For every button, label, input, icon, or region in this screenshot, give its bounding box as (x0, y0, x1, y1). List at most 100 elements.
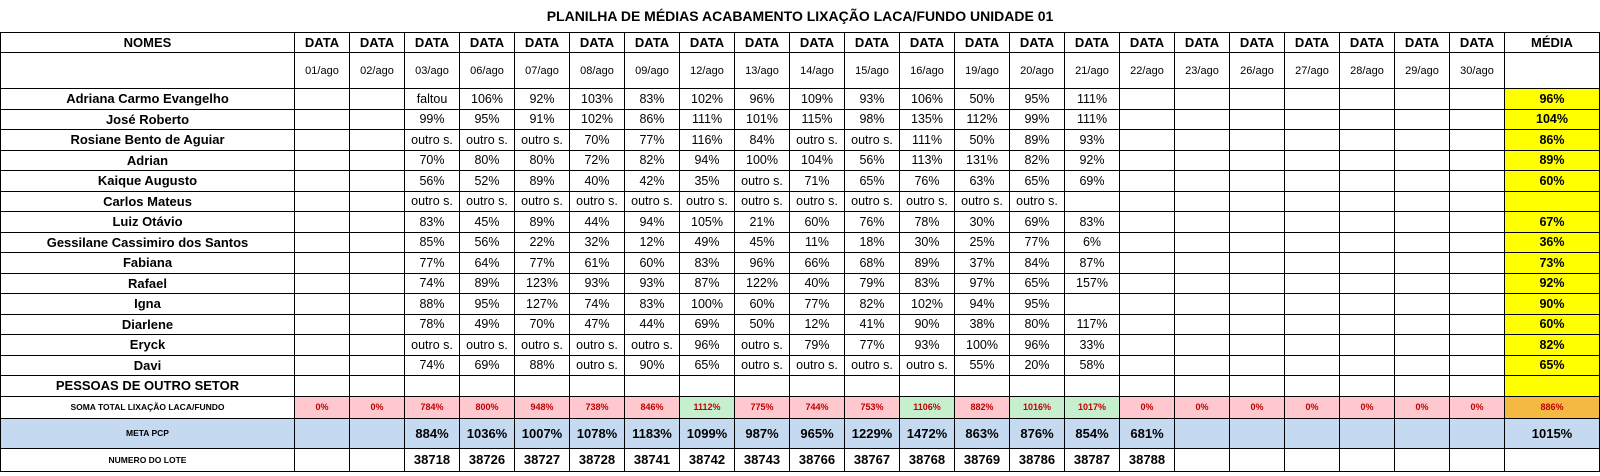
value-cell[interactable] (1064, 375, 1120, 397)
value-cell[interactable]: outro s. (404, 334, 460, 356)
value-cell[interactable]: 113% (899, 149, 955, 171)
value-cell[interactable]: 85% (404, 231, 460, 253)
value-cell[interactable]: 84% (1009, 252, 1065, 274)
value-cell[interactable] (349, 211, 405, 233)
value-cell[interactable]: 50% (734, 313, 790, 335)
soma-value-cell[interactable]: 0% (1339, 395, 1395, 419)
value-cell[interactable]: 102% (679, 88, 735, 110)
value-cell[interactable] (294, 313, 350, 335)
value-cell[interactable] (1174, 313, 1230, 335)
value-cell[interactable]: 45% (459, 211, 515, 233)
empty-cell[interactable] (1504, 52, 1600, 89)
employee-name-cell[interactable]: Igna (0, 293, 295, 315)
meta-value-cell[interactable] (349, 417, 405, 449)
value-cell[interactable] (1174, 149, 1230, 171)
value-cell[interactable]: 111% (1064, 88, 1120, 110)
value-cell[interactable] (1229, 272, 1285, 294)
value-cell[interactable] (1284, 272, 1340, 294)
value-cell[interactable] (1284, 334, 1340, 356)
value-cell[interactable]: 112% (954, 108, 1010, 130)
value-cell[interactable]: 79% (789, 334, 845, 356)
lote-value-cell[interactable]: 38766 (789, 447, 845, 472)
value-cell[interactable] (1394, 170, 1450, 192)
value-cell[interactable]: 69% (1009, 211, 1065, 233)
value-cell[interactable] (734, 375, 790, 397)
value-cell[interactable]: 93% (569, 272, 625, 294)
value-cell[interactable] (1119, 293, 1175, 315)
value-cell[interactable] (1449, 313, 1505, 335)
value-cell[interactable]: 93% (899, 334, 955, 356)
employee-name-cell[interactable]: PESSOAS DE OUTRO SETOR (0, 375, 295, 397)
value-cell[interactable]: 69% (1064, 170, 1120, 192)
meta-value-cell[interactable]: 854% (1064, 417, 1120, 449)
value-cell[interactable] (1394, 272, 1450, 294)
value-cell[interactable]: 78% (404, 313, 460, 335)
average-cell[interactable]: 73% (1504, 252, 1600, 274)
value-cell[interactable]: 89% (514, 170, 570, 192)
meta-value-cell[interactable]: 1007% (514, 417, 570, 449)
date-cell[interactable]: 14/ago (789, 52, 845, 89)
value-cell[interactable]: outro s. (459, 334, 515, 356)
employee-name-cell[interactable]: Kaique Augusto (0, 170, 295, 192)
lote-value-cell[interactable]: 38767 (844, 447, 900, 472)
value-cell[interactable]: 98% (844, 108, 900, 130)
value-cell[interactable] (1174, 170, 1230, 192)
value-cell[interactable]: 95% (1009, 293, 1065, 315)
value-cell[interactable] (1174, 88, 1230, 110)
value-cell[interactable]: 89% (1009, 129, 1065, 151)
value-cell[interactable]: outro s. (679, 190, 735, 212)
value-cell[interactable] (349, 170, 405, 192)
value-cell[interactable]: 82% (844, 293, 900, 315)
meta-value-cell[interactable] (1284, 417, 1340, 449)
value-cell[interactable] (1339, 190, 1395, 212)
data-header-cell[interactable]: DATA (1394, 32, 1450, 53)
lote-value-cell[interactable]: 38742 (679, 447, 735, 472)
meta-value-cell[interactable] (294, 417, 350, 449)
value-cell[interactable] (1394, 354, 1450, 376)
value-cell[interactable] (1229, 293, 1285, 315)
meta-value-cell[interactable]: 876% (1009, 417, 1065, 449)
value-cell[interactable]: 32% (569, 231, 625, 253)
value-cell[interactable] (349, 354, 405, 376)
value-cell[interactable]: 83% (624, 88, 680, 110)
value-cell[interactable] (1119, 375, 1175, 397)
lote-value-cell[interactable]: 38769 (954, 447, 1010, 472)
value-cell[interactable] (1064, 190, 1120, 212)
employee-name-cell[interactable]: Eryck (0, 334, 295, 356)
data-header-cell[interactable]: DATA (844, 32, 900, 53)
value-cell[interactable]: 99% (1009, 108, 1065, 130)
soma-value-cell[interactable]: 784% (404, 395, 460, 419)
value-cell[interactable]: 70% (514, 313, 570, 335)
value-cell[interactable]: 84% (734, 129, 790, 151)
value-cell[interactable]: 47% (569, 313, 625, 335)
value-cell[interactable]: 50% (954, 129, 1010, 151)
date-cell[interactable]: 13/ago (734, 52, 790, 89)
media-header-cell[interactable]: MÉDIA (1504, 32, 1600, 53)
value-cell[interactable]: 22% (514, 231, 570, 253)
value-cell[interactable] (1394, 231, 1450, 253)
value-cell[interactable]: 96% (679, 334, 735, 356)
value-cell[interactable]: 6% (1064, 231, 1120, 253)
value-cell[interactable] (1229, 211, 1285, 233)
names-header-cell[interactable]: NOMES (0, 32, 295, 53)
value-cell[interactable] (1449, 375, 1505, 397)
soma-value-cell[interactable]: 0% (294, 395, 350, 419)
value-cell[interactable] (1449, 272, 1505, 294)
value-cell[interactable]: 93% (844, 88, 900, 110)
date-cell[interactable]: 20/ago (1009, 52, 1065, 89)
value-cell[interactable] (1394, 211, 1450, 233)
value-cell[interactable]: 41% (844, 313, 900, 335)
date-cell[interactable]: 16/ago (899, 52, 955, 89)
lote-value-cell[interactable]: 38741 (624, 447, 680, 472)
value-cell[interactable]: 30% (899, 231, 955, 253)
lote-value-cell[interactable]: 38786 (1009, 447, 1065, 472)
value-cell[interactable]: 157% (1064, 272, 1120, 294)
value-cell[interactable]: 88% (404, 293, 460, 315)
value-cell[interactable]: outro s. (514, 190, 570, 212)
value-cell[interactable] (1394, 252, 1450, 274)
value-cell[interactable]: 77% (1009, 231, 1065, 253)
average-cell[interactable]: 96% (1504, 88, 1600, 110)
value-cell[interactable] (349, 252, 405, 274)
value-cell[interactable]: 80% (459, 149, 515, 171)
date-cell[interactable]: 23/ago (1174, 52, 1230, 89)
